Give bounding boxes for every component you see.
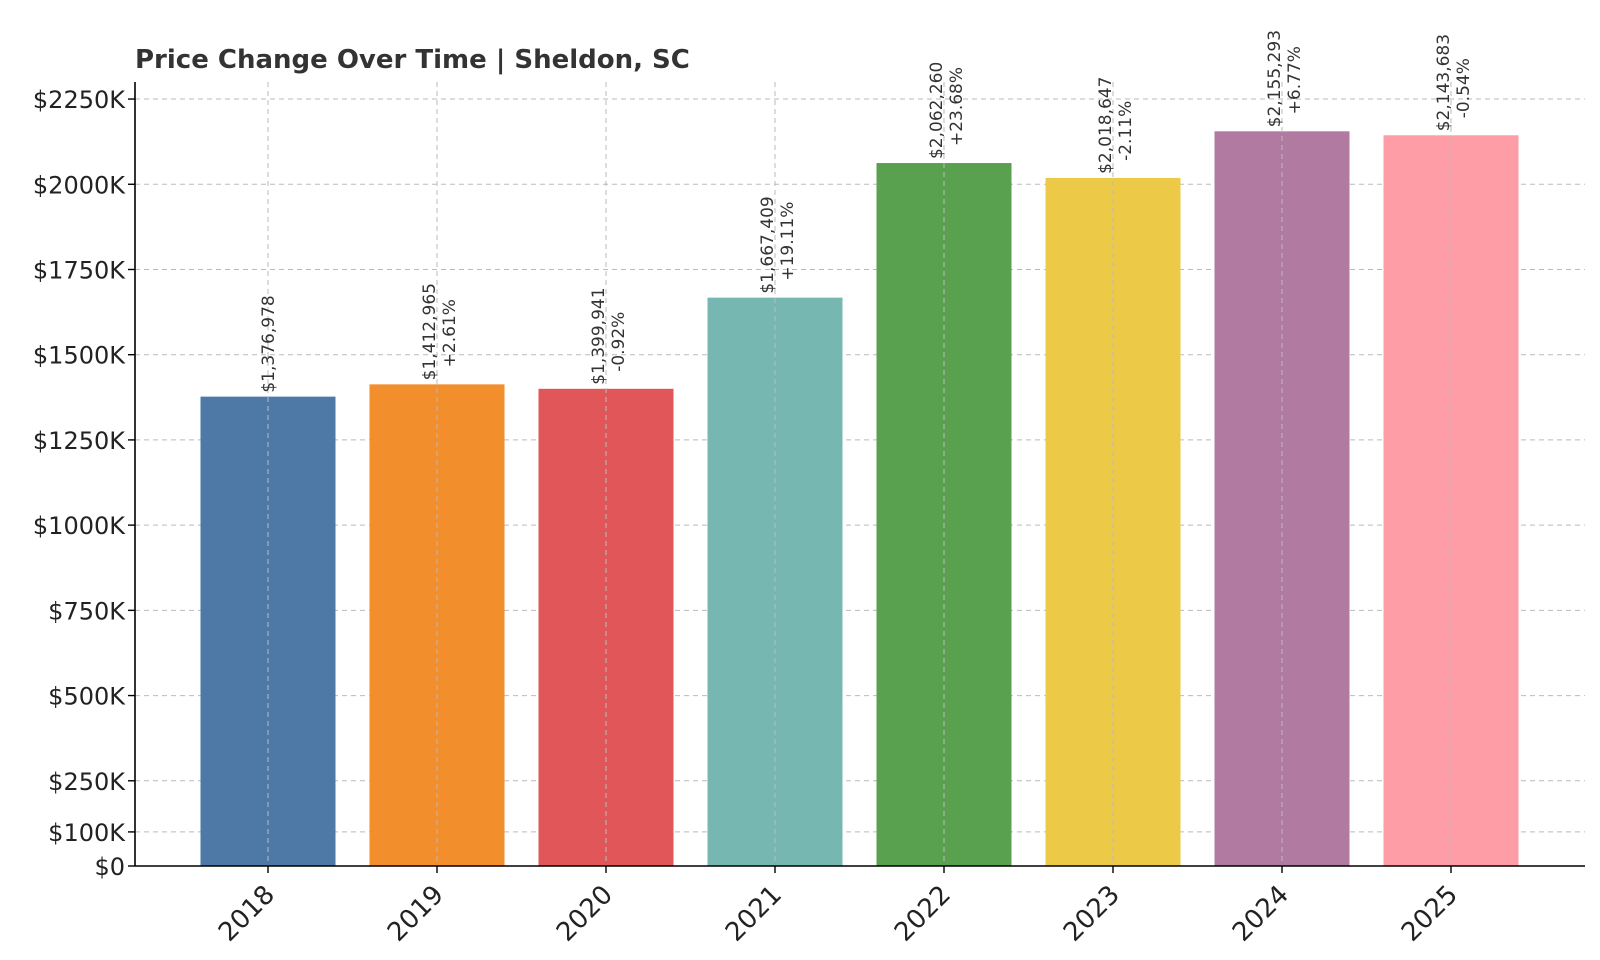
- bars: [200, 131, 1519, 867]
- bar-value-label: $2,155,293: [1265, 30, 1285, 127]
- bar-change-label: -0.54%: [1454, 58, 1474, 118]
- x-tick-label: 2020: [551, 880, 619, 948]
- x-tick-label: 2023: [1058, 880, 1126, 948]
- y-tick-label: $1500K: [33, 342, 126, 370]
- x-tick-label: 2022: [889, 880, 957, 948]
- bar-change-label: -2.11%: [1116, 101, 1136, 161]
- grid: [135, 98, 1585, 833]
- y-tick-label: $750K: [48, 597, 126, 625]
- y-tick-label: $500K: [48, 683, 126, 711]
- bar-change-label: -0.92%: [609, 312, 629, 372]
- bar-value-label: $2,143,683: [1434, 34, 1454, 131]
- y-tick-label: $1250K: [33, 427, 126, 455]
- x-tick-label: 2025: [1396, 880, 1464, 948]
- bar-change-label: +6.77%: [1285, 46, 1305, 114]
- x-grid: [267, 82, 1452, 866]
- x-tick-label: 2019: [382, 880, 450, 948]
- bar-change-label: +23.68%: [947, 67, 967, 146]
- chart-title: Price Change Over Time | Sheldon, SC: [135, 45, 690, 75]
- bar-value-label: $1,412,965: [420, 283, 440, 380]
- y-tick-label: $1000K: [33, 512, 126, 540]
- x-tick-label: 2021: [720, 880, 788, 948]
- y-tick-label: $2250K: [33, 86, 126, 114]
- y-tick-label: $250K: [48, 768, 126, 796]
- bar-value-label: $1,376,978: [259, 295, 279, 392]
- bar-value-label: $2,018,647: [1096, 77, 1116, 174]
- y-tick-label: $100K: [48, 819, 126, 847]
- bar-change-label: +19.11%: [778, 202, 798, 281]
- bar-value-label: $1,667,409: [758, 196, 778, 293]
- bar-value-label: $1,399,941: [589, 287, 609, 384]
- bar-labels: $1,376,978 $1,412,965 +2.61% $1,399,941 -0.9…: [259, 30, 1474, 393]
- bar-change-label: +2.61%: [440, 299, 460, 367]
- x-tick-label: 2024: [1227, 880, 1295, 948]
- x-tick-label: 2018: [213, 880, 281, 948]
- bar-value-label: $2,062,260: [927, 62, 947, 159]
- y-tick-label: $2000K: [33, 171, 126, 199]
- y-tick-label: $0: [94, 853, 125, 881]
- y-tick-label: $1750K: [33, 256, 126, 284]
